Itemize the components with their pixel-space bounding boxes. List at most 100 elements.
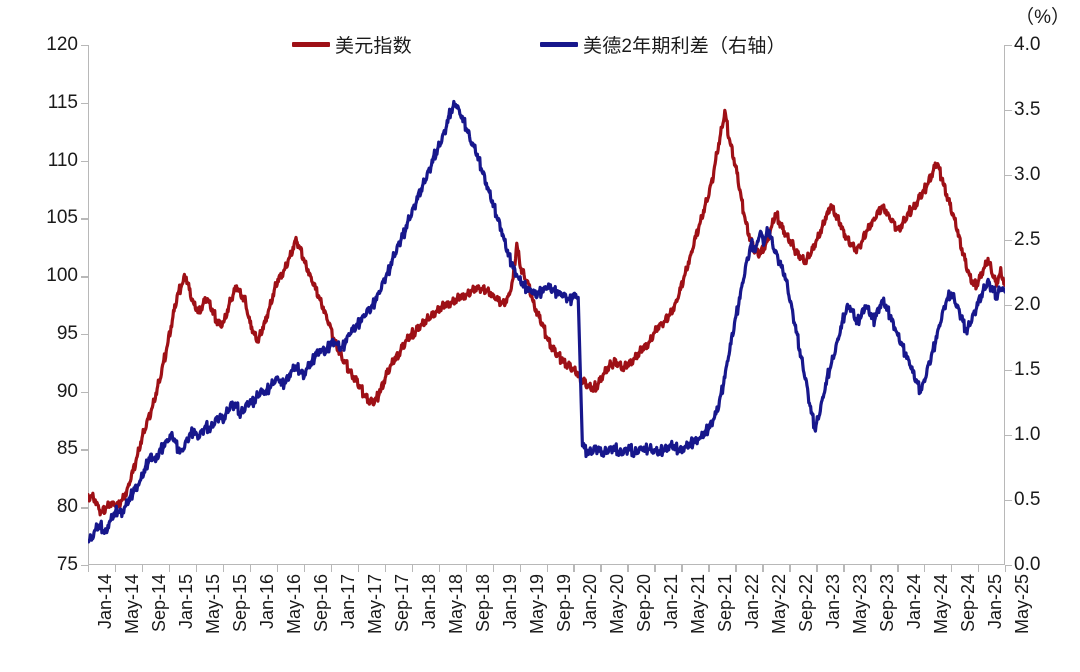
- legend-item-usd-index[interactable]: 美元指数: [292, 30, 412, 58]
- x-axis-tick-label: Jan-15: [175, 574, 196, 630]
- x-axis-tick-label: May-17: [364, 574, 385, 635]
- x-axis-tick-mark: [708, 565, 710, 572]
- x-axis-tick-mark: [519, 565, 521, 572]
- x-axis-tick-mark: [897, 565, 899, 572]
- right-axis-tick-label: 1.0: [1014, 424, 1041, 445]
- right-axis-tick-mark: [1005, 565, 1012, 567]
- x-axis-tick-label: Sep-18: [472, 574, 493, 633]
- right-axis-tick-label: 3.5: [1014, 99, 1041, 120]
- legend-swatch-usd-index: [292, 41, 330, 47]
- x-axis-tick-label: May-19: [526, 574, 547, 635]
- x-axis-tick-label: Sep-24: [958, 574, 979, 633]
- x-axis-tick-label: Jan-22: [742, 574, 763, 630]
- left-axis: 120 115 110 105 100 95 90 85 80 75: [0, 34, 78, 575]
- x-axis-tick-mark: [762, 565, 764, 572]
- x-axis-tick-label: May-21: [688, 574, 709, 635]
- x-axis-tick-label: May-14: [121, 574, 142, 635]
- x-axis-tick-mark: [141, 565, 144, 572]
- right-axis-tick-label: 2.0: [1014, 294, 1041, 315]
- right-axis-unit-label: （%）: [1015, 7, 1070, 28]
- legend-label-usd-index: 美元指数: [335, 35, 412, 57]
- left-axis-tick-label: 100: [46, 265, 78, 287]
- right-axis-tick-label: 0.5: [1014, 489, 1041, 510]
- x-axis-tick-mark: [411, 565, 414, 572]
- right-axis-tick-mark: [1005, 175, 1012, 177]
- x-axis-tick-label: Sep-19: [553, 574, 574, 633]
- right-axis-tick-mark: [1005, 500, 1012, 502]
- x-axis-tick-mark: [1005, 565, 1007, 572]
- x-axis-tick-mark: [681, 565, 683, 572]
- left-axis-tick-label: 80: [56, 496, 78, 518]
- left-axis-tick-mark: [81, 507, 88, 509]
- x-axis-labels: Jan-14 May-14 Sep-14 Jan-15 May-15 Sep-15 Jan-…: [88, 574, 1032, 669]
- x-axis-tick-label: Sep-16: [310, 574, 331, 633]
- x-axis-tick-mark: [384, 565, 387, 572]
- x-axis-tick-label: Sep-15: [229, 574, 250, 633]
- x-axis-tick-label: Jan-19: [499, 574, 520, 630]
- left-axis-tick-mark: [81, 333, 88, 336]
- left-axis-tick-label: 110: [47, 149, 78, 171]
- x-axis-tick-mark: [573, 565, 575, 572]
- right-axis-tick-label: 0.0: [1014, 554, 1041, 575]
- right-axis-tick-mark: [1005, 435, 1012, 437]
- left-axis-tick-label: 75: [56, 554, 78, 575]
- x-axis-tick-label: May-20: [607, 574, 628, 635]
- x-axis-tick-label: Jan-16: [256, 574, 277, 630]
- x-axis-tick-label: Jan-14: [95, 574, 115, 630]
- right-axis: 4.0 3.5 3.0 2.5 2.0 1.5 1.0 0.5 0.0: [1014, 34, 1074, 575]
- x-axis-tick-label: Jan-23: [823, 574, 844, 630]
- x-axis-tick-mark: [249, 565, 252, 572]
- right-axis-tick-label: 1.5: [1014, 359, 1041, 380]
- series-line-us-de-2y-spread: [88, 99, 1005, 544]
- left-axis-tick-label: 85: [56, 438, 78, 460]
- x-axis-tick-label: Jan-21: [661, 574, 682, 630]
- x-axis-tick-mark: [735, 565, 737, 572]
- x-axis-tick-mark: [492, 565, 494, 572]
- x-axis-tick-mark: [546, 565, 548, 572]
- x-axis-tick-label: May-22: [769, 574, 790, 635]
- right-axis-tick-label: 4.0: [1014, 34, 1041, 55]
- legend-item-us-de-2y-spread[interactable]: 美德2年期利差（右轴）: [540, 30, 786, 58]
- x-axis-tick-mark: [276, 565, 279, 572]
- left-axis-tick-label: 115: [47, 91, 78, 113]
- x-axis-ticks: [88, 565, 1007, 573]
- x-axis-tick-label: May-24: [931, 574, 952, 635]
- x-axis-tick-mark: [789, 565, 791, 572]
- right-axis-tick-mark: [1005, 305, 1012, 307]
- left-axis-tick-mark: [81, 218, 88, 220]
- x-axis-tick-mark: [195, 565, 198, 572]
- right-axis-tick-mark: [1005, 370, 1012, 372]
- legend-label-us-de-2y-spread: 美德2年期利差（右轴）: [583, 35, 786, 57]
- x-axis-tick-mark: [816, 565, 818, 572]
- x-axis-tick-mark: [330, 565, 333, 572]
- x-axis-tick-label: Sep-21: [715, 574, 736, 633]
- x-axis-tick-mark: [222, 565, 225, 572]
- x-axis-tick-label: May-15: [202, 574, 223, 635]
- x-axis-tick-label: Jan-17: [337, 574, 358, 630]
- x-axis-tick-mark: [465, 565, 467, 572]
- x-axis-tick-mark: [978, 565, 980, 572]
- x-axis-tick-label: Sep-20: [634, 574, 655, 633]
- x-axis-tick-mark: [951, 565, 953, 572]
- series-line-usd-index: [88, 108, 1005, 517]
- left-axis-tick-label: 95: [56, 322, 78, 344]
- right-axis-tick-label: 3.0: [1014, 164, 1041, 185]
- plot-frame: [88, 45, 1005, 565]
- x-axis-tick-mark: [627, 565, 629, 572]
- x-axis-tick-mark: [168, 565, 171, 572]
- x-axis-tick-mark: [843, 565, 845, 572]
- right-axis-tick-mark: [1005, 110, 1012, 112]
- right-axis-tick-label: 2.5: [1014, 229, 1041, 250]
- left-axis-tick-label: 120: [46, 34, 78, 55]
- x-axis-tick-mark: [654, 565, 656, 572]
- plot-area: [88, 45, 1005, 565]
- left-axis-tick-label: 90: [56, 380, 78, 402]
- x-axis-tick-mark: [870, 565, 872, 572]
- left-axis-tick-mark: [81, 160, 88, 162]
- left-axis-tick-mark: [81, 276, 88, 278]
- left-axis-tick-label: 105: [46, 207, 78, 229]
- left-axis-tick-mark: [81, 391, 88, 394]
- x-axis-tick-label: Sep-17: [391, 574, 412, 633]
- chart-legend: 美元指数 美德2年期利差（右轴）: [0, 30, 1080, 58]
